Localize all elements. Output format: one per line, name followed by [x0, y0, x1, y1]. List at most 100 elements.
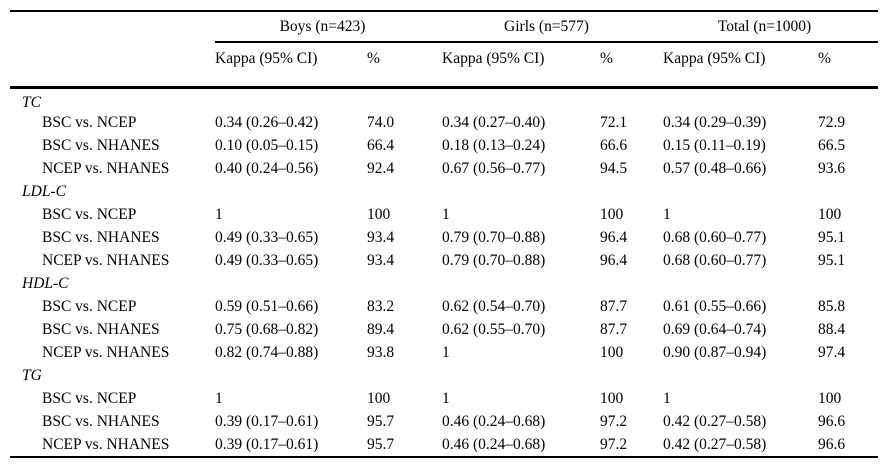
kappa-cell: 0.34 (0.27–0.40)	[442, 114, 546, 131]
kappa-cell: 0.69 (0.64–0.74)	[663, 321, 767, 338]
row-label: BSC vs. NHANES	[42, 137, 160, 154]
section-row-hdl-c: HDL-C	[10, 273, 878, 296]
sub-header-row: Kappa (95% CI) % Kappa (95% CI) % Kappa …	[10, 42, 879, 89]
table-row: BSC vs. NHANES 0.39 (0.17–0.61) 95.7 0.4…	[10, 411, 878, 434]
section-row-tc: TC	[10, 87, 878, 112]
column-header-pct-boys: %	[367, 42, 442, 89]
pct-cell: 96.4	[600, 229, 628, 246]
pct-cell: 96.6	[818, 435, 846, 453]
kappa-cell: 0.79 (0.70–0.88)	[442, 252, 546, 269]
table-row: BSC vs. NHANES 0.49 (0.33–0.65) 93.4 0.7…	[10, 227, 878, 250]
row-label: BSC vs. NHANES	[42, 413, 160, 430]
kappa-cell: 1	[215, 390, 223, 407]
table-row: BSC vs. NHANES 0.75 (0.68–0.82) 89.4 0.6…	[10, 319, 878, 342]
table-row: BSC vs. NCEP 0.34 (0.26–0.42) 74.0 0.34 …	[10, 112, 878, 135]
kappa-cell: 0.68 (0.60–0.77)	[663, 229, 767, 246]
table-row: NCEP vs. NHANES 0.49 (0.33–0.65) 93.4 0.…	[10, 250, 878, 273]
kappa-cell: 1	[442, 206, 450, 223]
row-label: NCEP vs. NHANES	[42, 160, 170, 177]
table-row: NCEP vs. NHANES 0.39 (0.17–0.61) 95.7 0.…	[10, 434, 878, 457]
pct-cell: 97.2	[600, 413, 628, 430]
pct-cell: 87.7	[600, 298, 628, 315]
row-label: NCEP vs. NHANES	[42, 435, 170, 453]
kappa-cell: 0.46 (0.24–0.68)	[442, 435, 546, 453]
kappa-cell: 0.82 (0.74–0.88)	[215, 344, 319, 361]
pct-cell: 100	[818, 390, 842, 407]
pct-cell: 97.4	[818, 344, 846, 361]
row-label: NCEP vs. NHANES	[42, 344, 170, 361]
kappa-cell: 1	[215, 206, 223, 223]
pct-cell: 100	[600, 390, 624, 407]
kappa-cell: 0.39 (0.17–0.61)	[215, 435, 319, 453]
kappa-cell: 1	[442, 390, 450, 407]
kappa-agreement-table: Boys (n=423) Girls (n=577) Total (n=1000…	[10, 10, 879, 458]
kappa-cell: 0.42 (0.27–0.58)	[663, 435, 767, 453]
pct-cell: 72.1	[600, 114, 628, 131]
kappa-cell: 0.34 (0.26–0.42)	[215, 114, 319, 131]
kappa-cell: 1	[663, 206, 671, 223]
pct-cell: 93.4	[367, 229, 395, 246]
kappa-cell: 0.68 (0.60–0.77)	[663, 252, 767, 269]
kappa-cell: 0.57 (0.48–0.66)	[663, 160, 767, 177]
pct-cell: 94.5	[600, 160, 628, 177]
column-header-kappa-total: Kappa (95% CI)	[663, 42, 819, 89]
row-label: BSC vs. NCEP	[42, 206, 137, 223]
kappa-cell: 0.49 (0.33–0.65)	[215, 252, 319, 269]
kappa-cell: 0.75 (0.68–0.82)	[215, 321, 319, 338]
section-label: TG	[22, 367, 42, 384]
group-header-total: Total (n=1000)	[663, 11, 879, 43]
pct-cell: 100	[818, 206, 842, 223]
group-header-row: Boys (n=423) Girls (n=577) Total (n=1000…	[10, 11, 879, 43]
pct-cell: 100	[367, 390, 391, 407]
column-header-kappa-boys: Kappa (95% CI)	[215, 42, 367, 89]
kappa-cell: 0.10 (0.05–0.15)	[215, 137, 319, 154]
pct-cell: 72.9	[818, 114, 846, 131]
pct-cell: 100	[600, 206, 624, 223]
pct-cell: 96.6	[818, 413, 846, 430]
section-label: LDL-C	[22, 183, 66, 200]
pct-cell: 95.1	[818, 229, 846, 246]
kappa-cell: 0.67 (0.56–0.77)	[442, 160, 546, 177]
pct-cell: 97.2	[600, 435, 628, 453]
pct-cell: 83.2	[367, 298, 395, 315]
kappa-cell: 0.34 (0.29–0.39)	[663, 114, 767, 131]
empty-subheader-cell	[10, 42, 215, 89]
pct-cell: 66.4	[367, 137, 395, 154]
table-row: NCEP vs. NHANES 0.40 (0.24–0.56) 92.4 0.…	[10, 158, 878, 181]
kappa-cell: 0.42 (0.27–0.58)	[663, 413, 767, 430]
row-label: BSC vs. NCEP	[42, 298, 137, 315]
section-row-ldl-c: LDL-C	[10, 181, 878, 204]
kappa-cell: 0.49 (0.33–0.65)	[215, 229, 319, 246]
pct-cell: 100	[600, 344, 624, 361]
pct-cell: 66.6	[600, 137, 628, 154]
kappa-cell: 0.59 (0.51–0.66)	[215, 298, 319, 315]
pct-cell: 85.8	[818, 298, 846, 315]
kappa-cell: 0.90 (0.87–0.94)	[663, 344, 767, 361]
table-row: BSC vs. NCEP 0.59 (0.51–0.66) 83.2 0.62 …	[10, 296, 878, 319]
kappa-cell: 1	[663, 390, 671, 407]
group-header-girls: Girls (n=577)	[442, 11, 664, 43]
row-label: BSC vs. NHANES	[42, 321, 160, 338]
table-row: BSC vs. NHANES 0.10 (0.05–0.15) 66.4 0.1…	[10, 135, 878, 158]
table-row: NCEP vs. NHANES 0.82 (0.74–0.88) 93.8 1 …	[10, 342, 878, 365]
group-header-boys: Boys (n=423)	[215, 11, 442, 43]
row-label: BSC vs. NCEP	[42, 114, 137, 131]
kappa-cell: 0.62 (0.54–0.70)	[442, 298, 546, 315]
section-label: TC	[22, 93, 41, 111]
pct-cell: 93.6	[818, 160, 846, 177]
column-header-pct-total: %	[818, 42, 879, 89]
kappa-cell: 0.18 (0.13–0.24)	[442, 137, 546, 154]
kappa-cell: 1	[442, 344, 450, 361]
kappa-cell: 0.15 (0.11–0.19)	[663, 137, 766, 154]
pct-cell: 93.4	[367, 252, 395, 269]
section-row-tg: TG	[10, 365, 878, 388]
pct-cell: 89.4	[367, 321, 395, 338]
kappa-cell: 0.39 (0.17–0.61)	[215, 413, 319, 430]
pct-cell: 88.4	[818, 321, 846, 338]
empty-corner-cell	[10, 11, 215, 42]
table-row: BSC vs. NCEP 1 100 1 100 1 100	[10, 388, 878, 411]
row-label: NCEP vs. NHANES	[42, 252, 170, 269]
pct-cell: 93.8	[367, 344, 395, 361]
pct-cell: 100	[367, 206, 391, 223]
